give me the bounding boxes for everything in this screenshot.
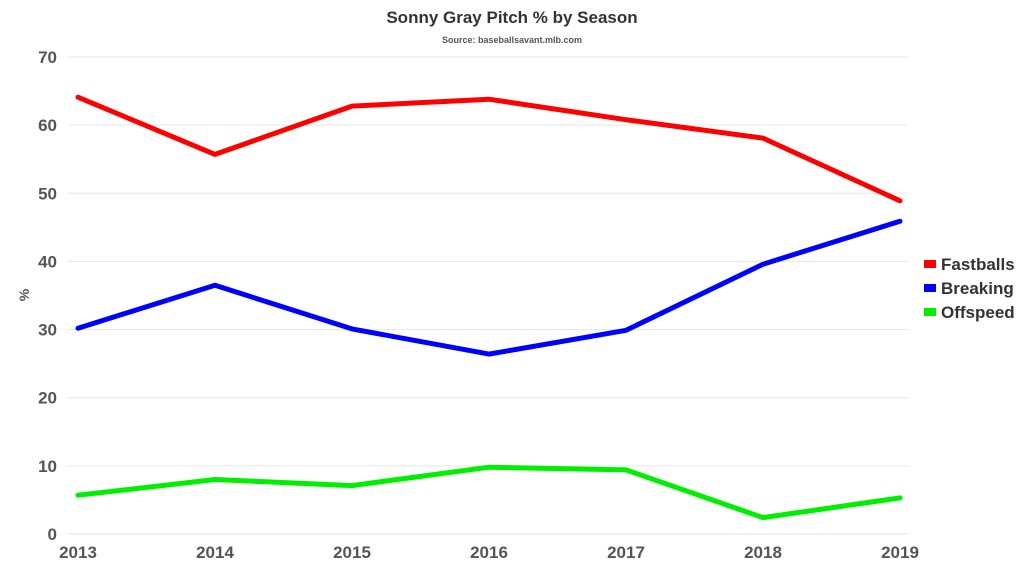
series-line-breaking xyxy=(75,218,903,357)
x-tick-label: 2017 xyxy=(607,543,645,562)
series-line-offspeed xyxy=(75,464,903,521)
y-tick-label: 0 xyxy=(48,525,57,544)
legend-swatch xyxy=(924,284,936,292)
legend-label: Offspeed xyxy=(941,303,1015,322)
legend: Fastballs Breaking Offspeed xyxy=(924,255,1015,322)
x-tick-label: 2013 xyxy=(59,543,97,562)
series-line-fastballs xyxy=(75,94,903,204)
legend-label: Fastballs xyxy=(941,255,1015,274)
legend-swatch xyxy=(924,308,936,316)
x-tick-label: 2014 xyxy=(196,543,234,562)
x-tick-label: 2018 xyxy=(744,543,782,562)
series-lines xyxy=(75,94,903,521)
x-tick-label: 2019 xyxy=(881,543,919,562)
chart-subtitle: Source: baseballsavant.mlb.com xyxy=(442,35,582,45)
chart-title: Sonny Gray Pitch % by Season xyxy=(386,8,637,27)
y-tick-label: 50 xyxy=(38,184,57,203)
legend-swatch xyxy=(924,260,936,268)
x-tick-label: 2016 xyxy=(470,543,508,562)
y-tick-label: 60 xyxy=(38,116,57,135)
y-tick-label: 10 xyxy=(38,457,57,476)
y-tick-label: 20 xyxy=(38,389,57,408)
y-tick-label: 30 xyxy=(38,321,57,340)
y-axis-ticks: 0 10 20 30 40 50 60 70 xyxy=(38,48,57,544)
legend-label: Breaking xyxy=(941,279,1014,298)
x-axis-ticks: 2013 2014 2015 2016 2017 2018 2019 xyxy=(59,543,919,562)
y-tick-label: 40 xyxy=(38,252,57,271)
x-tick-label: 2015 xyxy=(333,543,371,562)
y-tick-label: 70 xyxy=(38,48,57,67)
y-axis-label: % xyxy=(16,288,32,301)
gridlines xyxy=(68,56,908,535)
